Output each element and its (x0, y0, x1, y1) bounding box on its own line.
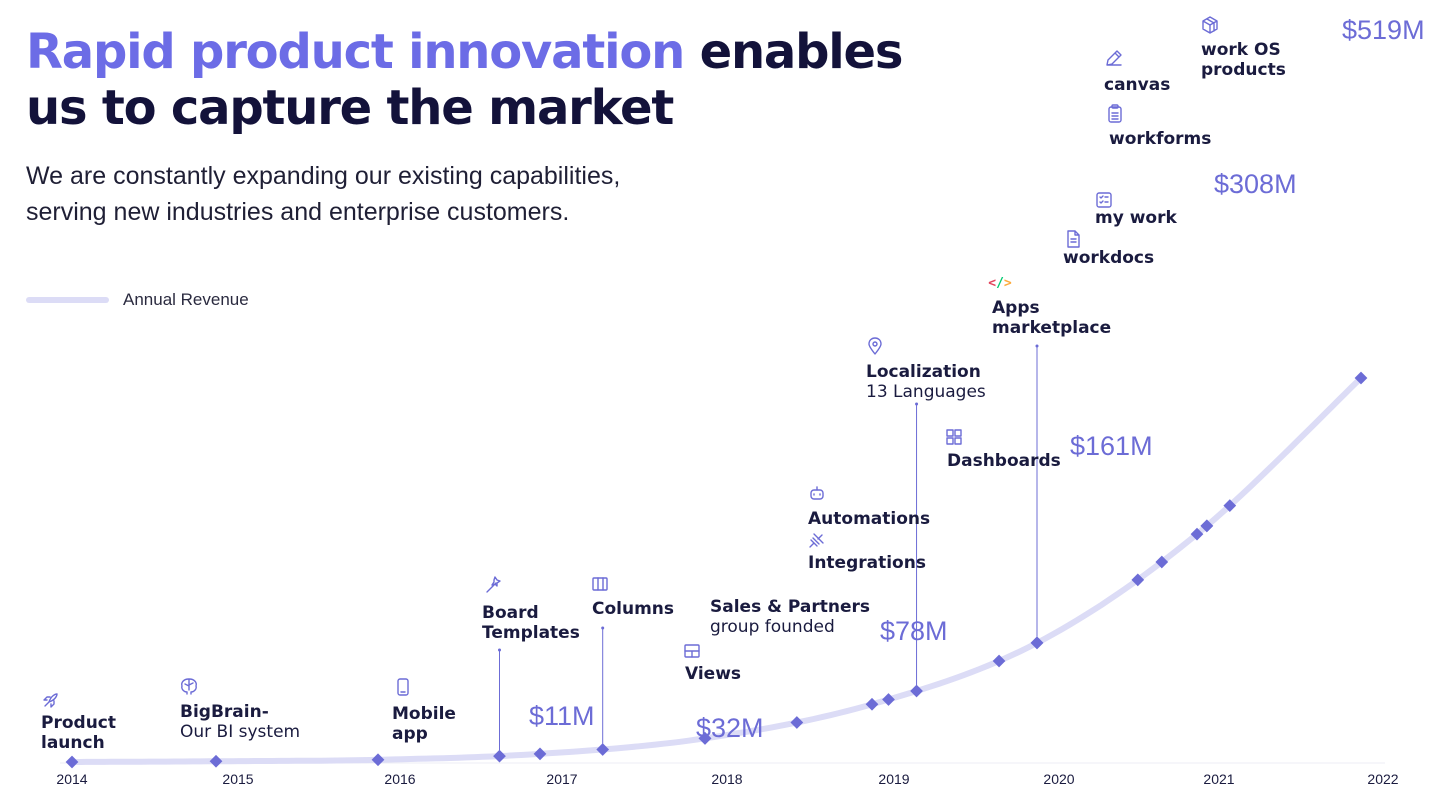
columns-icon (592, 577, 608, 591)
milestone-label: Mobile app (392, 704, 456, 744)
x-tick-label: 2021 (1203, 771, 1234, 787)
milestone-label: Views (685, 664, 741, 684)
revenue-data-label: $11M (529, 701, 595, 731)
milestone-label: workdocs (1063, 248, 1154, 268)
x-axis-labels: 2014 2015 2016 2017 2018 2019 2020 2021 2022 (56, 771, 1398, 787)
milestone-label: Board Templates (482, 603, 580, 643)
milestone-marker (882, 693, 895, 706)
rocket-icon (43, 693, 58, 708)
x-tick-label: 2018 (711, 771, 742, 787)
milestone-marker (790, 716, 804, 729)
views-icon (684, 644, 700, 658)
legend-swatch (26, 297, 109, 303)
milestone-labels: Product launch BigBrain-Our BI system Mobil… (41, 16, 1286, 753)
code-icon: </> (988, 276, 1012, 291)
revenue-labels: $11M $32M $78M $161M $308M $519M (529, 15, 1425, 743)
x-tick-label: 2015 (222, 771, 253, 787)
x-tick-label: 2017 (546, 771, 577, 787)
x-tick-label: 2022 (1367, 771, 1398, 787)
svg-text:</>: </> (988, 276, 1012, 291)
legend: Annual Revenue (26, 290, 249, 310)
brain-icon (181, 678, 197, 695)
x-tick-label: 2020 (1043, 771, 1074, 787)
milestone-marker (371, 753, 385, 767)
milestone-marker (209, 754, 223, 768)
revenue-data-label: $32M (696, 713, 764, 743)
mobile-icon (397, 678, 409, 696)
milestone-label: Localization 13 Languages (866, 362, 986, 402)
subtitle: We are constantly expanding our existing… (26, 158, 706, 230)
document-icon (1067, 230, 1080, 248)
checklist-icon (1096, 192, 1112, 208)
page-title: Rapid product innovation enables us to ca… (26, 24, 926, 136)
revenue-data-label: $161M (1070, 431, 1153, 461)
revenue-data-label: $78M (880, 616, 948, 646)
robot-icon (810, 486, 824, 500)
x-tick-label: 2014 (56, 771, 87, 787)
milestone-label: Columns (592, 599, 674, 619)
leader-dot (915, 402, 919, 406)
leader-dot (601, 626, 605, 630)
pen-icon (1106, 50, 1122, 66)
leader-lines (498, 344, 1039, 751)
legend-label: Annual Revenue (123, 290, 249, 309)
title-rest: enables (699, 24, 904, 80)
leader-dot (1035, 344, 1039, 348)
magic-wand-icon (486, 576, 501, 593)
milestone-label: my work (1095, 208, 1177, 228)
milestone-label: canvas (1104, 75, 1170, 95)
milestone-label: Integrations (808, 553, 926, 573)
milestone-label: BigBrain-Our BI system (180, 702, 300, 742)
milestone-label: workforms (1109, 129, 1211, 149)
milestone-label: Apps marketplace (992, 298, 1111, 338)
milestone-marker (596, 743, 610, 756)
plug-icon (809, 533, 824, 548)
revenue-data-point (533, 747, 547, 761)
milestone-label: Dashboards (947, 451, 1061, 471)
milestone-label: work OS products (1201, 40, 1286, 80)
location-pin-icon (868, 337, 882, 355)
x-tick-label: 2019 (878, 771, 909, 787)
clipboard-icon (1108, 104, 1122, 123)
milestone-label: Sales & Partners group founded (710, 597, 870, 637)
revenue-data-label: $519M (1342, 15, 1425, 45)
milestone-label: Automations (808, 509, 930, 529)
milestone-marker (493, 749, 506, 763)
milestone-marker (65, 755, 79, 769)
subtitle-line2: serving new industries and enterprise cu… (26, 198, 570, 226)
subtitle-line1: We are constantly expanding our existing… (26, 162, 621, 190)
title-line2: us to capture the market (26, 80, 674, 136)
title-highlight: Rapid product innovation (26, 24, 685, 80)
leader-dot (498, 648, 501, 652)
revenue-data-label: $308M (1214, 169, 1297, 199)
revenue-data-point (865, 697, 879, 711)
x-tick-label: 2016 (384, 771, 415, 787)
cube-icon (1202, 16, 1218, 34)
dashboard-icon (946, 429, 962, 445)
milestone-label: Product launch (41, 713, 116, 753)
